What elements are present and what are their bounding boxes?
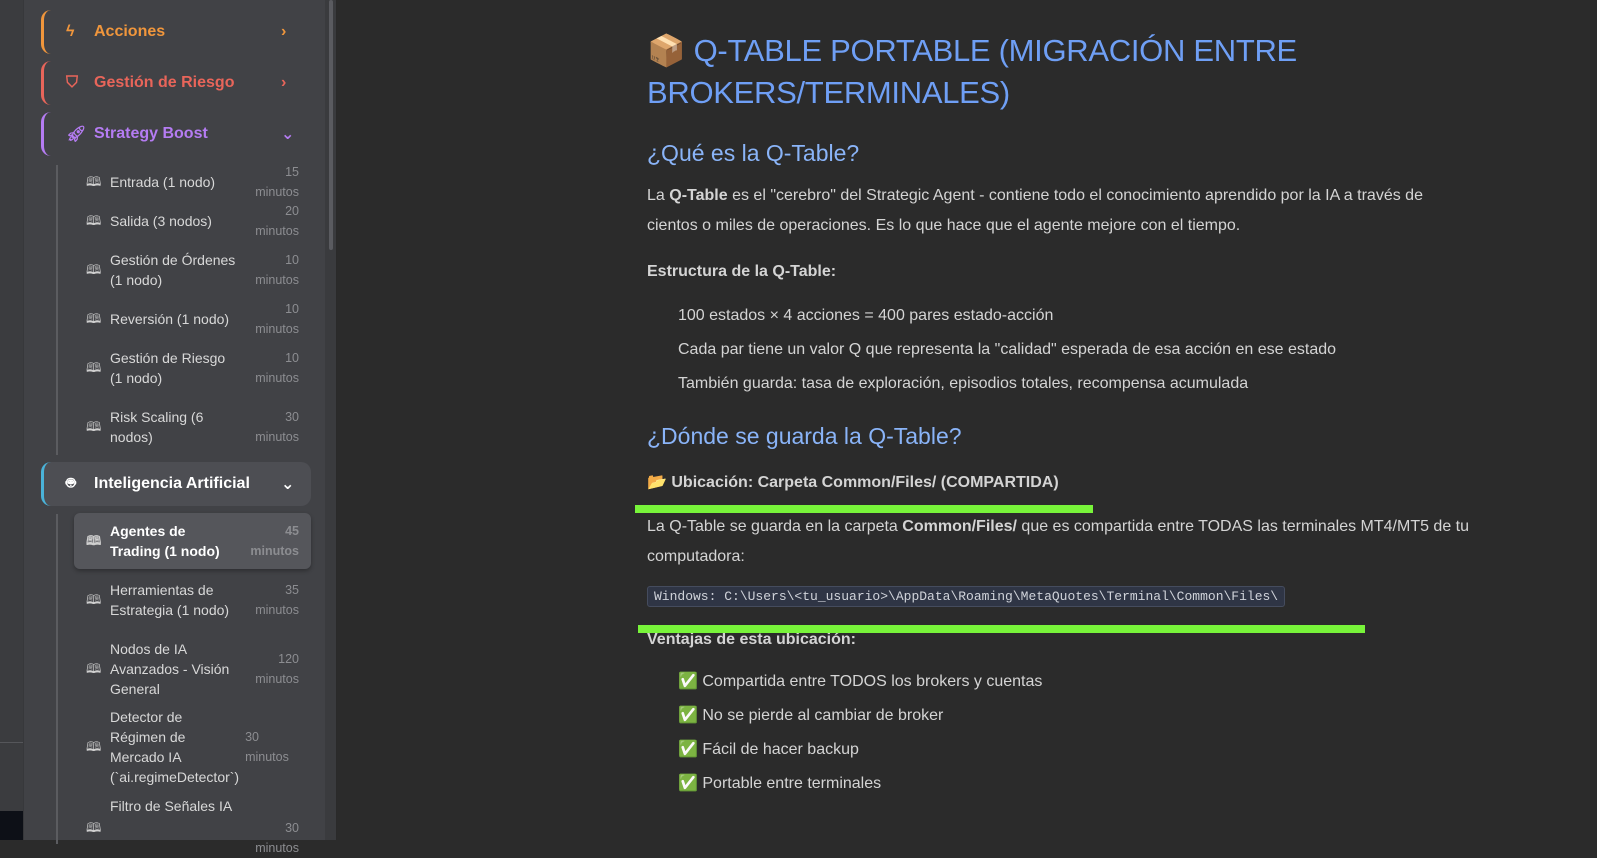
paragraph: La Q-Table se guarda en la carpeta Commo… bbox=[647, 518, 1470, 565]
section-strategy-boost[interactable]: 🚀︎ Strategy Boost ⌄ bbox=[41, 112, 311, 156]
list-item: También guarda: tasa de exploración, epi… bbox=[678, 375, 1249, 392]
highlight-bar bbox=[635, 505, 1093, 513]
list-item[interactable]: 🕮 Salida (3 nodos) 20 minutos bbox=[86, 204, 299, 238]
structure-label: Estructura de la Q-Table: bbox=[647, 263, 837, 280]
page-title: 📦 Q-TABLE PORTABLE (MIGRACIÓN ENTRE BROK… bbox=[647, 33, 1297, 110]
list-item[interactable]: 🕮 Herramientas de Estrategia (1 nodo) 35 m… bbox=[86, 582, 299, 618]
code-path: Windows: C:\Users\<tu_usuario>\AppData\R… bbox=[647, 586, 1286, 607]
heading-what: ¿Qué es la Q-Table? bbox=[647, 140, 860, 166]
chevron-right-icon: › bbox=[281, 74, 287, 91]
list-item-active[interactable]: 🕮 Agentes de Trading (1 nodo) 45 minutos bbox=[74, 513, 311, 569]
book-icon: 🕮 bbox=[86, 311, 102, 326]
paragraph: La Q-Table es el "cerebro" del Strategic… bbox=[647, 187, 1423, 234]
heading-where: ¿Dónde se guarda la Q-Table? bbox=[647, 423, 962, 449]
lightning-icon: ϟ bbox=[66, 23, 75, 40]
tree-line bbox=[56, 165, 58, 455]
rocket-icon: 🚀︎ bbox=[66, 126, 87, 143]
sidebar: ϟ Acciones › ⛉ Gestión de Riesgo › 🚀︎ Strateg… bbox=[23, 0, 325, 855]
book-icon: 🕮 bbox=[86, 661, 102, 676]
list-item[interactable]: 🕮 Gestión de Riesgo (1 nodo) 10 minutos bbox=[86, 350, 299, 386]
chevron-down-icon: ⌄ bbox=[281, 126, 295, 143]
list-item[interactable]: 🕮 Nodos de IA Avanzados - Visión General 1… bbox=[86, 641, 299, 697]
section-gestion-riesgo[interactable]: ⛉ Gestión de Riesgo › bbox=[41, 61, 311, 105]
robot-icon: 🤖︎ bbox=[66, 475, 76, 492]
book-icon: 🕮 bbox=[86, 360, 102, 375]
list-item[interactable]: 🕮 Gestión de Órdenes (1 nodo) 10 minutos bbox=[86, 252, 299, 288]
chevron-down-icon: ⌄ bbox=[281, 476, 295, 493]
list-item: 100 estados × 4 acciones = 400 pares est… bbox=[678, 307, 1054, 324]
structure-list: 100 estados × 4 acciones = 400 pares est… bbox=[678, 299, 1477, 401]
location-label: 📂 Ubicación: Carpeta Common/Files/ (COMP… bbox=[647, 474, 1059, 491]
book-icon: 🕮 bbox=[86, 419, 102, 434]
book-icon: 🕮 bbox=[86, 262, 102, 277]
highlight-bar bbox=[638, 625, 1365, 633]
book-icon: 🕮 bbox=[86, 592, 102, 607]
book-icon: 🕮 bbox=[86, 213, 102, 228]
list-item: ✅ Compartida entre TODOS los brokers y c… bbox=[678, 673, 1043, 690]
section-inteligencia-artificial[interactable]: 🤖︎ Inteligencia Artificial ⌄ bbox=[41, 462, 311, 506]
book-icon: 🕮 bbox=[86, 533, 102, 548]
list-item[interactable]: 🕮 Detector de Régimen de Mercado IA (`ai.… bbox=[86, 709, 289, 785]
rail-footer bbox=[0, 811, 23, 840]
list-item[interactable]: 🕮 Entrada (1 nodo) 15 minutos bbox=[86, 165, 299, 199]
list-item: ✅ Fácil de hacer backup bbox=[678, 741, 859, 758]
left-rail bbox=[0, 0, 23, 840]
advantages-list: ✅ Compartida entre TODOS los brokers y c… bbox=[678, 665, 1477, 801]
divider bbox=[0, 742, 23, 743]
book-icon: 🕮 bbox=[86, 820, 102, 835]
sidebar-scrollbar[interactable] bbox=[325, 0, 337, 840]
list-item[interactable]: 🕮 Reversión (1 nodo) 10 minutos bbox=[86, 302, 299, 336]
section-acciones[interactable]: ϟ Acciones › bbox=[41, 10, 311, 54]
scrollbar-thumb[interactable] bbox=[329, 0, 333, 250]
list-item: ✅ Portable entre terminales bbox=[678, 775, 882, 792]
tree-line bbox=[56, 514, 58, 844]
shield-icon: ⛉ bbox=[66, 74, 79, 91]
list-item[interactable]: 🕮 Risk Scaling (6 nodos) 30 minutos bbox=[86, 409, 299, 445]
list-item[interactable]: 🕮 Filtro de Señales IA 30 minutos bbox=[86, 798, 299, 855]
advantages-label: Ventajas de esta ubicación: bbox=[647, 631, 856, 648]
list-item: ✅ No se pierde al cambiar de broker bbox=[678, 707, 944, 724]
book-icon: 🕮 bbox=[86, 739, 102, 754]
article: 📦 Q-TABLE PORTABLE (MIGRACIÓN ENTRE BROK… bbox=[647, 30, 1477, 801]
chevron-right-icon: › bbox=[281, 23, 287, 40]
list-item: Cada par tiene un valor Q que representa… bbox=[678, 341, 1337, 358]
book-icon: 🕮 bbox=[86, 174, 102, 189]
